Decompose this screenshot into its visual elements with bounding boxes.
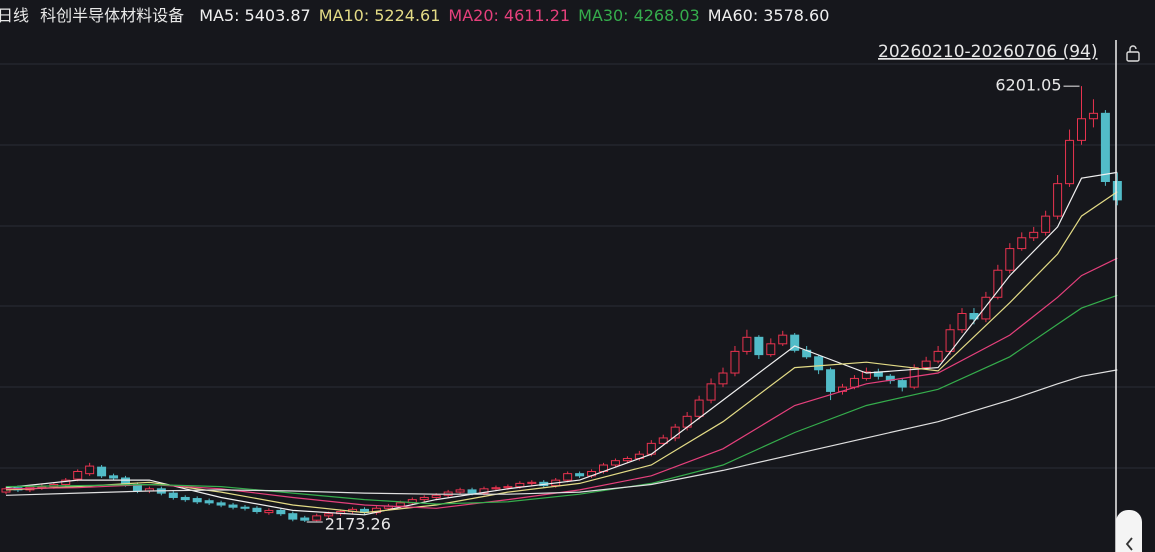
- scroll-button[interactable]: [1116, 510, 1142, 552]
- candle-body: [610, 460, 620, 466]
- candle-body: [1017, 237, 1027, 250]
- candle-body: [455, 489, 465, 493]
- range-label: 20260210-20260706 (94): [878, 42, 1098, 62]
- candle-body: [431, 494, 441, 498]
- candle-body: [814, 356, 824, 371]
- candle-body: [706, 383, 716, 401]
- candle-body: [718, 372, 728, 385]
- candle-body: [1077, 118, 1086, 141]
- candle-body: [754, 336, 764, 356]
- candle-body: [73, 470, 83, 480]
- candle-body: [515, 482, 525, 488]
- candle-body: [1029, 231, 1039, 239]
- candle-body: [204, 500, 214, 504]
- candle-body: [85, 465, 95, 475]
- candle-body: [324, 513, 334, 517]
- candle-body: [503, 486, 513, 489]
- candle-body: [957, 313, 967, 331]
- candle-body: [826, 369, 836, 392]
- ma-line: [5, 369, 1118, 496]
- lock-icon[interactable]: [1126, 45, 1140, 62]
- candle-body: [228, 504, 238, 508]
- legend-name: MA10:: [319, 6, 370, 25]
- legend-name: MA20:: [448, 6, 499, 25]
- candle-body: [1065, 139, 1075, 185]
- candle-body: [742, 336, 752, 352]
- candle-body: [216, 502, 226, 506]
- legend-value: 3578.60: [763, 6, 829, 25]
- scroll-arrow: [1125, 537, 1133, 551]
- low-label: 2173.26: [325, 514, 391, 533]
- candle-body: [730, 350, 740, 374]
- legend-name: MA5:: [199, 6, 239, 25]
- lock-shackle: [1129, 45, 1137, 52]
- candle-body: [933, 350, 943, 362]
- candle-body: [778, 334, 788, 345]
- candle-body: [897, 380, 907, 388]
- candle-body: [622, 458, 632, 462]
- candle-body: [575, 473, 585, 477]
- legend-value: 4611.21: [504, 6, 570, 25]
- candle-body: [97, 466, 107, 477]
- candle-body: [252, 507, 262, 513]
- candle-body: [563, 473, 573, 481]
- plot: [1, 86, 1122, 522]
- candle-body: [766, 343, 776, 356]
- chart-title: 科创半导体材料设备: [40, 6, 184, 25]
- candle-body: [861, 371, 871, 379]
- candle-body: [849, 377, 859, 388]
- high-label: 6201.05: [995, 76, 1061, 95]
- candle-body: [1, 488, 11, 493]
- candle-body: [1005, 248, 1015, 271]
- candle-body: [264, 509, 274, 514]
- candle-body: [467, 489, 477, 494]
- candle-body: [993, 269, 1003, 298]
- ma-line: [5, 171, 1118, 516]
- candle-body: [419, 496, 429, 501]
- candle-body: [276, 509, 286, 515]
- lock-body: [1126, 51, 1140, 62]
- candle-body: [981, 296, 991, 320]
- candle-body: [1112, 180, 1122, 201]
- ma-line: [5, 257, 1118, 509]
- header: 日线 科创半导体材料设备 MA5: 5403.87 MA10: 5224.61 MA20…: [0, 6, 829, 25]
- candle-body: [312, 515, 322, 521]
- candle-body: [491, 487, 501, 490]
- candle-body: [1041, 215, 1051, 233]
- candle-body: [479, 488, 489, 494]
- legend-name: MA60:: [708, 6, 759, 25]
- candle-body: [109, 475, 119, 479]
- period: 日线: [0, 6, 29, 25]
- legend-value: 5224.61: [374, 6, 440, 25]
- candle-body: [1053, 183, 1063, 217]
- candle-body: [192, 498, 202, 503]
- candle-body: [658, 437, 668, 444]
- candle-body: [395, 502, 405, 507]
- candle-body: [288, 513, 298, 520]
- candle-body: [921, 360, 931, 369]
- candle-body: [300, 517, 310, 521]
- legend-name: MA30:: [578, 6, 629, 25]
- candle-body: [1088, 112, 1098, 120]
- candle-body: [790, 334, 800, 351]
- candle-body: [1100, 112, 1110, 182]
- legend-value: 5403.87: [245, 6, 311, 25]
- scroll-button-bg: [1116, 510, 1142, 552]
- legend-value: 4268.03: [634, 6, 700, 25]
- candle-body: [240, 506, 250, 509]
- candle-body: [168, 492, 178, 498]
- grid: [0, 63, 1155, 469]
- candle-body: [180, 496, 190, 501]
- candle-body: [694, 399, 704, 417]
- candle-body: [527, 481, 537, 484]
